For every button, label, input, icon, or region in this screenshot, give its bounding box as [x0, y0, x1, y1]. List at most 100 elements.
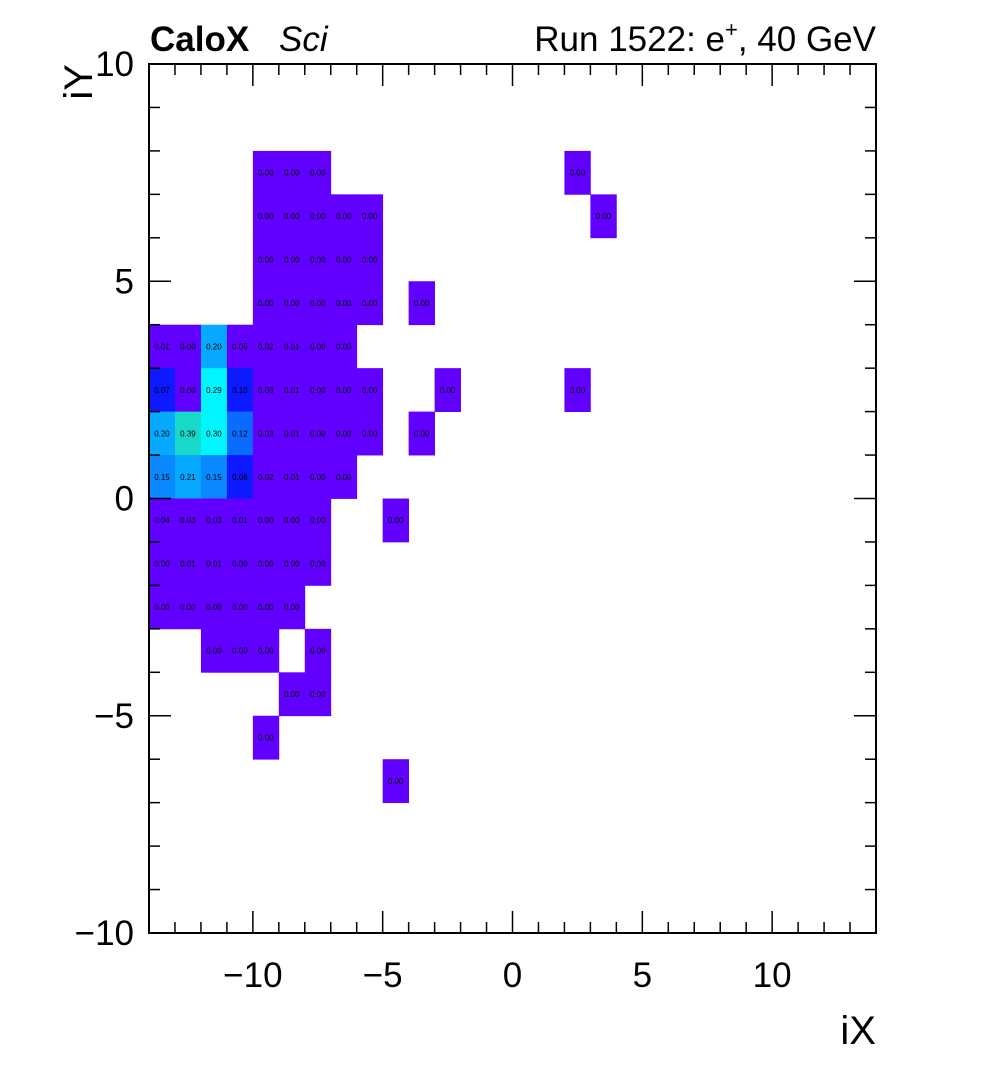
axis-ticks [148, 63, 877, 934]
heatmap-cell-value: 0.00 [232, 647, 248, 656]
heatmap-cell-value: 0.00 [362, 429, 378, 438]
heatmap-cell-value: 0.00 [310, 429, 326, 438]
heatmap-cell [200, 368, 228, 412]
heatmap-cell-value: 0.00 [258, 647, 274, 656]
heatmap-cell [252, 150, 280, 195]
heatmap-cell-value: 0.00 [310, 256, 326, 265]
heatmap-cell-value: 0.00 [180, 342, 196, 351]
experiment-tag: Sci [279, 20, 329, 59]
heatmap-cell [330, 237, 358, 282]
x-tick-label: 5 [633, 956, 652, 995]
heatmap-cell [278, 455, 306, 499]
heatmap-cell-value: 0.00 [284, 169, 300, 178]
heatmap-cell [252, 368, 280, 412]
heatmap-cell [226, 455, 254, 499]
heatmap-cell [278, 194, 306, 239]
y-tick-label: −5 [94, 697, 134, 736]
heatmap-cell [200, 324, 228, 369]
heatmap-cell [278, 150, 306, 195]
y-tick-label: 10 [95, 45, 134, 84]
heatmap-cell [304, 541, 332, 586]
heatmap-cell-value: 0.00 [362, 386, 378, 395]
heatmap-cell [149, 324, 176, 369]
heatmap-cell-value: 0.01 [284, 342, 300, 351]
heatmap-cell [252, 498, 280, 543]
heatmap-cell [252, 455, 280, 499]
heatmap-cell-value: 0.00 [362, 299, 378, 308]
heatmap-cell-value: 0.00 [258, 733, 274, 742]
heatmap-cell [304, 455, 332, 499]
heatmap-cell-value: 0.00 [310, 299, 326, 308]
x-tick-label: 10 [753, 956, 792, 995]
heatmap-cell [356, 368, 384, 412]
experiment-name: CaloX [150, 20, 250, 59]
heatmap-cell [252, 541, 280, 586]
heatmap-cell-value: 0.00 [284, 212, 300, 221]
heatmap-cell [330, 281, 358, 326]
heatmap-cell-value: 0.01 [206, 560, 222, 569]
heatmap-cell-value: 0.29 [206, 386, 222, 395]
heatmap-cell-value: 0.00 [388, 516, 404, 525]
heatmap-cell-value: 0.03 [180, 516, 196, 525]
heatmap-cell [226, 324, 254, 369]
heatmap-cell-value: 0.00 [336, 212, 352, 221]
heatmap-cell [149, 585, 176, 630]
heatmap-cell [226, 368, 254, 412]
heatmap-cell-value: 0.06 [232, 473, 248, 482]
heatmap-cell-value: 0.00 [154, 603, 170, 612]
heatmap-cell [278, 237, 306, 282]
heatmap-cell-value: 0.00 [310, 169, 326, 178]
heatmap-cell [226, 541, 254, 586]
heatmap-cell [226, 411, 254, 456]
heatmap-cell [278, 411, 306, 456]
heatmap-cell-value: 0.00 [232, 560, 248, 569]
heatmap-cell-value: 0.30 [206, 429, 222, 438]
run-info-charge: + [725, 17, 738, 42]
heatmap-cell-value: 0.00 [310, 386, 326, 395]
heatmap-cell-value: 0.00 [570, 169, 586, 178]
heatmap-cell-value: 0.00 [310, 560, 326, 569]
heatmap-cell-value: 0.00 [284, 256, 300, 265]
heatmap-cell [304, 194, 332, 239]
x-tick-label: −5 [363, 956, 403, 995]
heatmap-cell [278, 368, 306, 412]
heatmap-cell [149, 455, 176, 499]
heatmap-cell [304, 411, 332, 456]
heatmap-cell [564, 368, 591, 412]
heatmap-cell-value: 0.00 [284, 603, 300, 612]
heatmap-cell-value: 0.15 [206, 473, 222, 482]
heatmap-cell [278, 498, 306, 543]
heatmap-cell-value: 0.00 [310, 342, 326, 351]
heatmap-cell [304, 368, 332, 412]
heatmap-cell-value: 0.21 [180, 473, 196, 482]
heatmap-cell [252, 281, 280, 326]
heatmap-cell-value: 0.00 [362, 212, 378, 221]
heatmap-cell [408, 281, 435, 326]
heatmap-cell-value: 0.01 [284, 386, 300, 395]
heatmap-cell [304, 237, 332, 282]
heatmap-cell-value: 0.01 [284, 473, 300, 482]
heatmap-cell-value: 0.10 [232, 386, 248, 395]
heatmap-cell [252, 585, 280, 630]
heatmap-cell [149, 368, 176, 412]
heatmap-cell [304, 672, 332, 717]
heatmap-cell [278, 585, 306, 630]
heatmap-cell-value: 0.00 [232, 603, 248, 612]
heatmap-cell [252, 237, 280, 282]
heatmap-cell-value: 0.00 [310, 473, 326, 482]
heatmap-cell-value: 0.00 [388, 777, 404, 786]
heatmap-cell [174, 411, 202, 456]
heatmap-cell [252, 715, 280, 760]
x-tick-label: 0 [503, 956, 522, 995]
heatmap-cell-value: 0.00 [414, 299, 430, 308]
heatmap-cell-value: 0.00 [570, 386, 586, 395]
heatmap-cell [200, 498, 228, 543]
heatmap-cell-value: 0.00 [336, 299, 352, 308]
heatmap-cell-value: 0.20 [154, 429, 170, 438]
heatmap-cell [278, 281, 306, 326]
heatmap-cell [330, 324, 358, 369]
y-tick-label: −10 [75, 914, 134, 953]
run-info: Run 1522: e+, 40 GeV [534, 17, 876, 59]
heatmap-cell-value: 0.00 [284, 690, 300, 699]
heatmap-cell [200, 585, 228, 630]
